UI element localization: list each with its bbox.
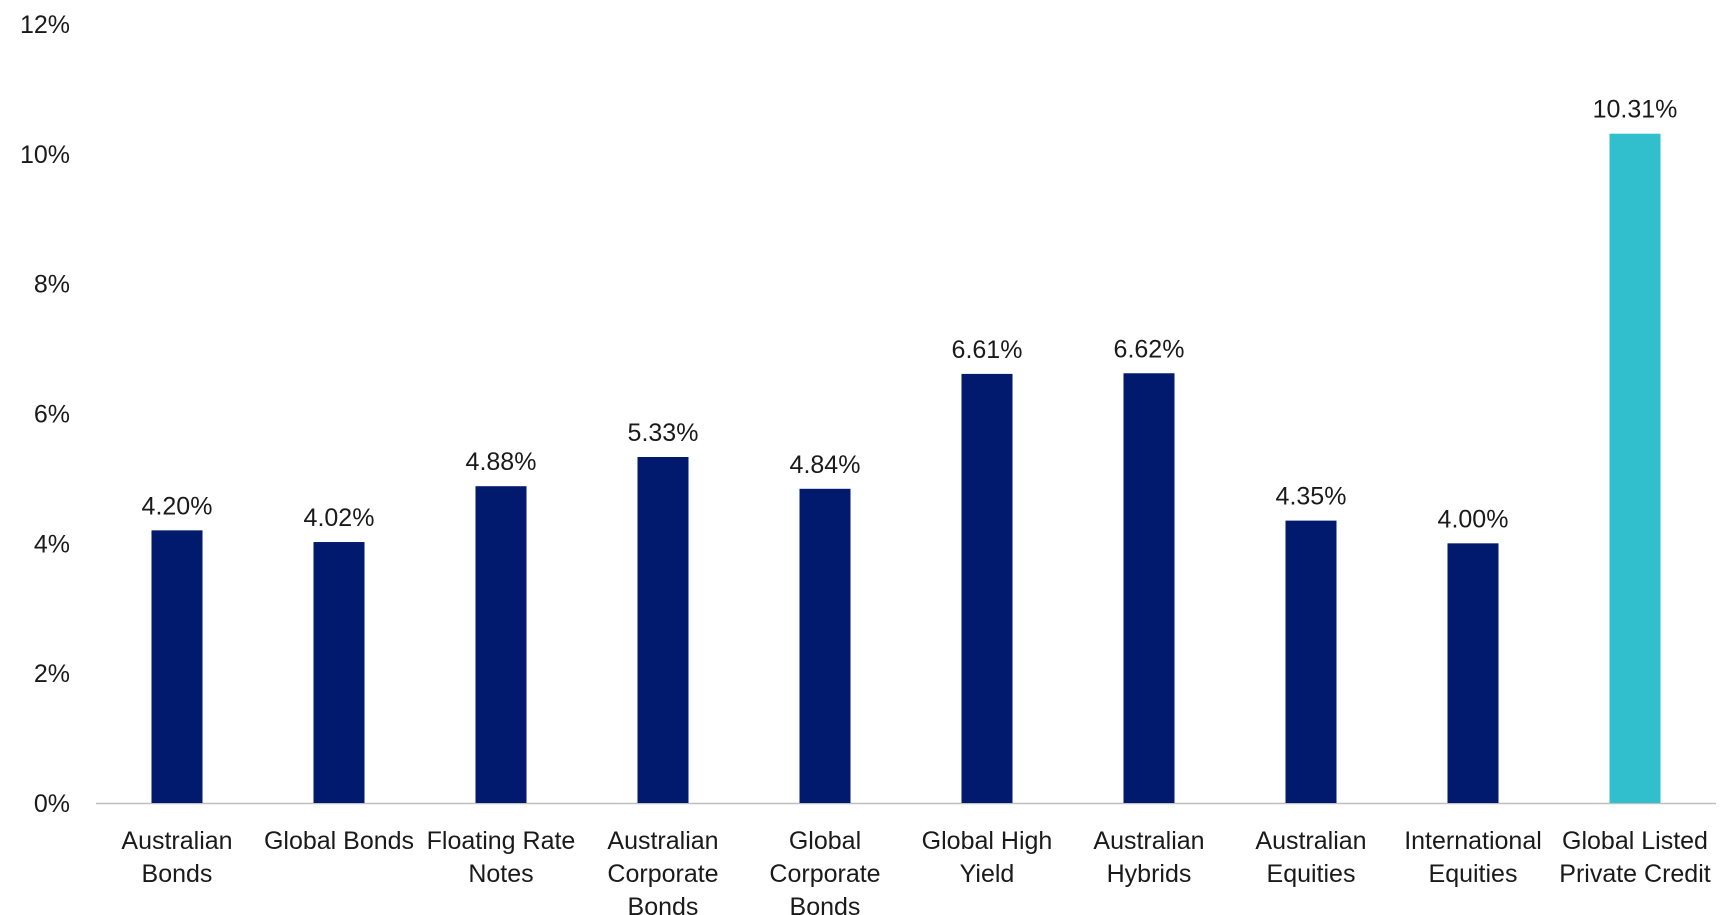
bar [1285,520,1337,803]
bar-value-label: 4.02% [304,504,375,532]
category-label: Australian Equities [1255,827,1366,888]
y-tick-label: 2% [34,660,70,688]
category-label: Floating Rate Notes [427,827,576,888]
bar [475,486,527,803]
category-label-line: Private Credit [1559,860,1710,888]
category-label-line: Corporate [769,860,880,888]
bar [637,456,689,803]
category-label-line: Notes [468,860,533,888]
y-tick-label: 4% [34,530,70,558]
y-axis-tick-labels: 0% 2% 4% 6% 8% 10% 12% [20,11,70,818]
y-tick-label: 0% [34,790,70,818]
category-label-line: Equities [1429,860,1518,888]
data-labels: 4.20% 4.02% 4.88% 5.33% 4.84% 6.61% 6.62% 4.35%… [142,96,1678,534]
y-tick-label: 10% [20,141,70,169]
bar-value-label: 4.35% [1276,483,1347,511]
category-label: Australian Hybrids [1093,827,1204,888]
category-label-line: Bonds [790,893,861,915]
category-label-line: Floating Rate [427,827,576,855]
category-label: Global High Yield [922,827,1053,888]
bars [151,133,1661,803]
category-label-line: Australian [1255,827,1366,855]
y-tick-label: 12% [20,11,70,39]
bar [313,542,365,803]
y-tick-label: 8% [34,271,70,299]
bar-value-label: 5.33% [628,419,699,447]
category-label-line: Australian [607,827,718,855]
bar-value-label: 6.61% [952,336,1023,364]
bar [1123,373,1175,803]
bar [1609,133,1661,803]
bar [151,530,203,803]
category-label-line: Global High [922,827,1053,855]
category-label-line: Australian [1093,827,1204,855]
category-label: Global Bonds [264,827,414,855]
bar-value-label: 6.62% [1114,335,1185,363]
category-label: International Equities [1404,827,1542,888]
category-label-line: Global Listed [1562,827,1708,855]
category-label-line: Hybrids [1107,860,1192,888]
bar [799,488,851,803]
category-label-line: Corporate [607,860,718,888]
category-label-line: Equities [1267,860,1356,888]
category-label: Australian Corporate Bonds [607,827,718,915]
y-tick-label: 6% [34,401,70,429]
category-label: Global Corporate Bonds [769,827,880,915]
category-label-line: International [1404,827,1542,855]
category-labels: Australian Bonds Global Bonds Floating Rate… [121,827,1710,915]
bar [961,373,1013,803]
bar-value-label: 10.31% [1593,96,1678,124]
category-label-line: Australian [121,827,232,855]
bar-value-label: 4.00% [1438,505,1509,533]
category-label-line: Global Bonds [264,827,414,855]
bar-value-label: 4.88% [466,448,537,476]
bar-value-label: 4.84% [790,451,861,479]
category-label-line: Yield [960,860,1015,888]
category-label-line: Bonds [628,893,699,915]
bar-value-label: 4.20% [142,492,213,520]
category-label: Australian Bonds [121,827,232,888]
category-label-line: Global [789,827,861,855]
bar [1447,543,1499,803]
category-label: Global Listed Private Credit [1559,827,1710,888]
category-label-line: Bonds [142,860,213,888]
